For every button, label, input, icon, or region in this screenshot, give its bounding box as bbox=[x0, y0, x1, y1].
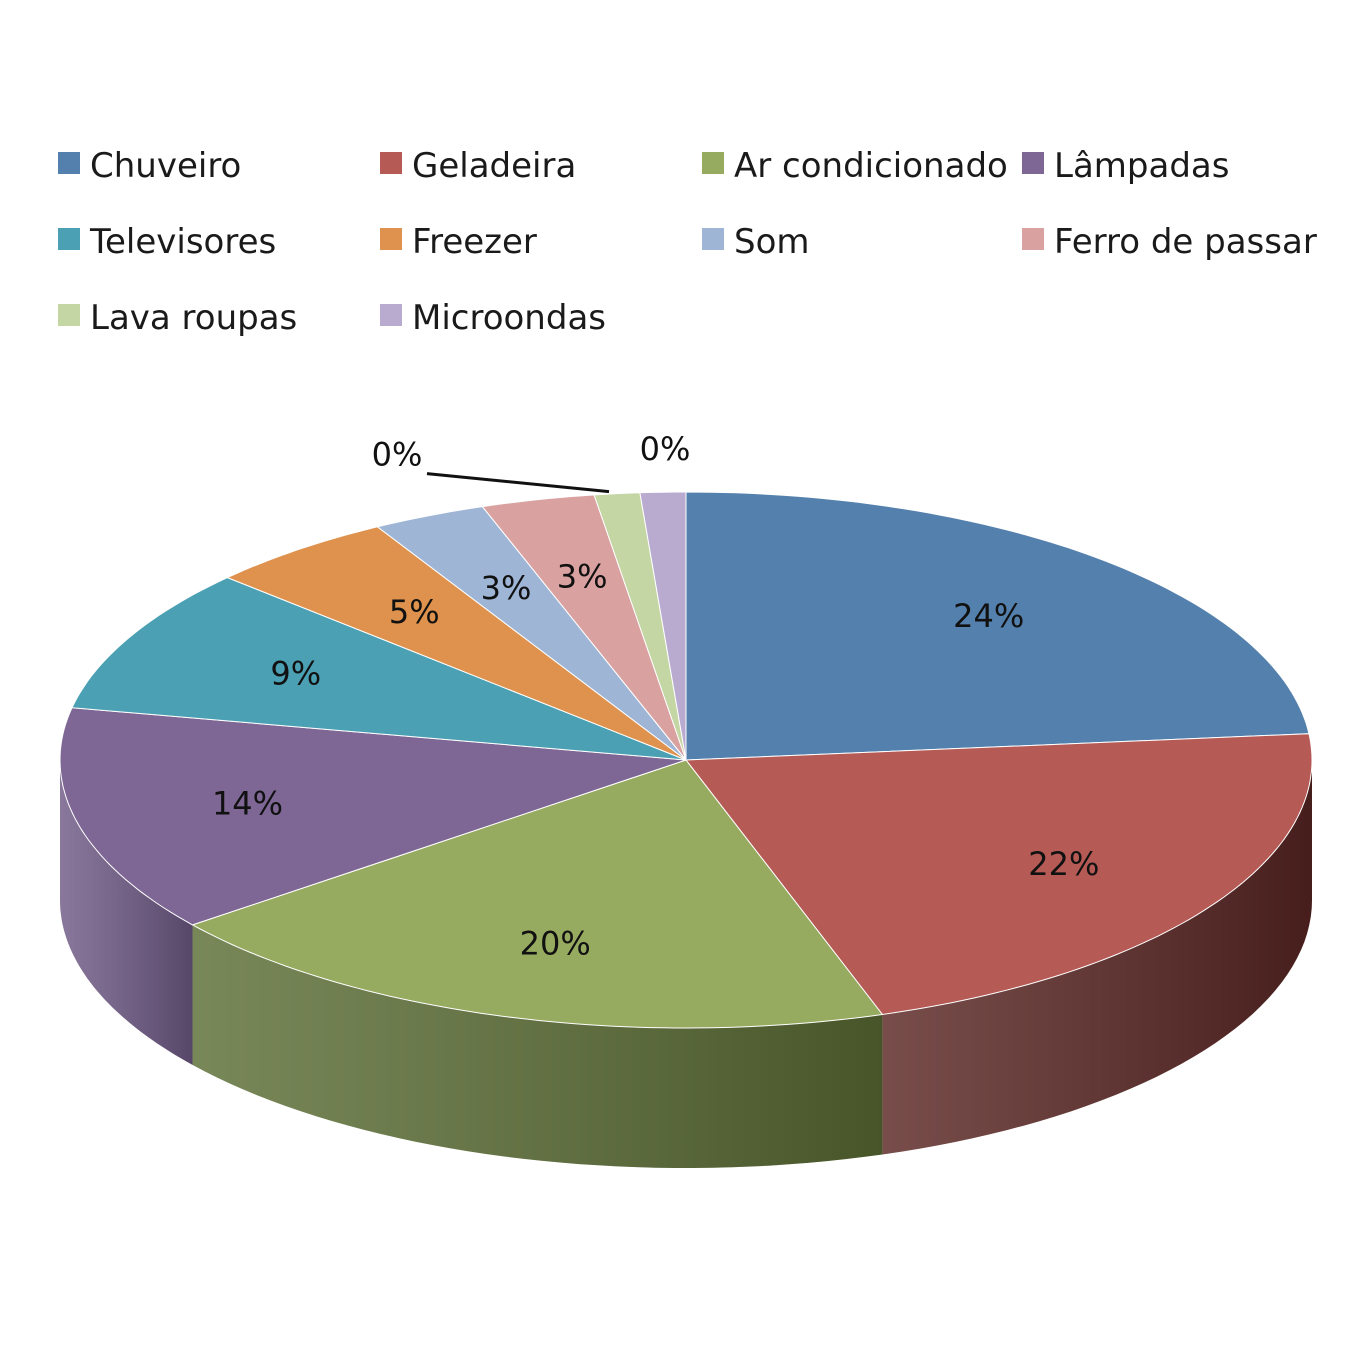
data-label-televisores: 9% bbox=[270, 655, 321, 693]
pie-slice-ar-condicionado bbox=[191, 759, 884, 1029]
legend-label-ar-condicionado: Ar condicionado bbox=[734, 146, 1008, 186]
legend-swatch-som bbox=[702, 228, 724, 250]
legend-label-freezer: Freezer bbox=[412, 222, 537, 262]
pie-top bbox=[59, 491, 1313, 1029]
legend-swatch-geladeira bbox=[380, 152, 402, 174]
pie-slice-ferro-de-passar bbox=[481, 494, 687, 761]
legend-swatch-chuveiro bbox=[58, 152, 80, 174]
pie-side-shade-geladeira bbox=[882, 760, 1312, 1155]
legend: Chuveiro Geladeira Ar condicionado Lâmpadas… bbox=[58, 146, 1317, 338]
legend-swatch-microondas bbox=[380, 304, 402, 326]
legend-label-televisores: Televisores bbox=[89, 222, 276, 262]
pie-data-labels: 24% 22% 20% 14% 9% 5% 3% 3% 0% 0% bbox=[212, 430, 1099, 963]
legend-label-lava-roupas: Lava roupas bbox=[90, 298, 297, 338]
data-label-microondas: 0% bbox=[640, 430, 691, 468]
data-label-freezer: 5% bbox=[389, 593, 440, 631]
pie-side-shade-lampadas bbox=[60, 760, 193, 1065]
pie-sides bbox=[60, 760, 1312, 1168]
pie-side-shade-ar-condicionado bbox=[192, 924, 883, 1168]
leader-line-lava-roupas bbox=[426, 472, 610, 494]
legend-swatch-lampadas bbox=[1022, 152, 1044, 174]
legend-swatch-lava-roupas bbox=[58, 304, 80, 326]
legend-label-microondas: Microondas bbox=[412, 298, 606, 338]
legend-label-geladeira: Geladeira bbox=[412, 146, 576, 186]
legend-label-lampadas: Lâmpadas bbox=[1054, 146, 1229, 186]
data-label-lampadas: 14% bbox=[212, 785, 283, 823]
legend-label-ferro-de-passar: Ferro de passar bbox=[1054, 222, 1317, 262]
data-label-ferro-de-passar: 3% bbox=[557, 558, 608, 596]
pie-slice-lampadas bbox=[59, 707, 687, 926]
legend-label-som: Som bbox=[734, 222, 810, 262]
pie-slice-microondas bbox=[639, 491, 687, 761]
pie-slice-televisores bbox=[71, 577, 687, 761]
pie-slice-som bbox=[376, 506, 687, 761]
pie-slice-geladeira bbox=[685, 733, 1313, 1016]
legend-swatch-ar-condicionado bbox=[702, 152, 724, 174]
legend-swatch-ferro-de-passar bbox=[1022, 228, 1044, 250]
legend-label-chuveiro: Chuveiro bbox=[90, 146, 241, 186]
data-label-som: 3% bbox=[481, 569, 532, 607]
pie-slice-freezer bbox=[226, 526, 687, 761]
data-label-ar-condicionado: 20% bbox=[520, 925, 591, 963]
data-label-lava-roupas: 0% bbox=[372, 436, 423, 474]
pie-slice-chuveiro bbox=[685, 491, 1310, 761]
legend-swatch-freezer bbox=[380, 228, 402, 250]
data-label-chuveiro: 24% bbox=[953, 597, 1024, 635]
data-label-geladeira: 22% bbox=[1028, 845, 1099, 883]
legend-swatch-televisores bbox=[58, 228, 80, 250]
